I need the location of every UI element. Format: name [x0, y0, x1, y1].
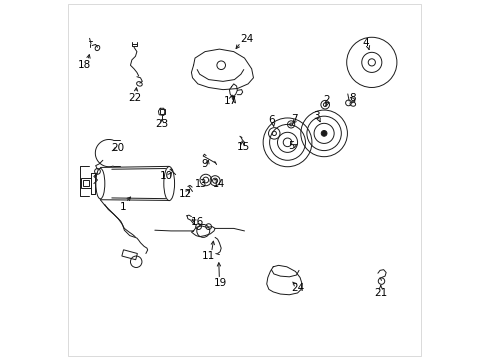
Text: 11: 11 — [202, 251, 215, 261]
Text: 24: 24 — [290, 283, 304, 293]
Text: 2: 2 — [323, 95, 329, 105]
Bar — [159, 109, 164, 114]
Text: 20: 20 — [111, 143, 124, 153]
Text: 15: 15 — [237, 142, 250, 152]
Bar — [83, 180, 89, 186]
Text: 21: 21 — [373, 288, 386, 298]
Text: 22: 22 — [128, 93, 142, 103]
Text: 10: 10 — [160, 171, 173, 181]
Text: 3: 3 — [312, 111, 319, 121]
Text: 1: 1 — [120, 202, 126, 212]
Text: 19: 19 — [213, 278, 226, 288]
Text: 6: 6 — [267, 115, 274, 125]
Text: 14: 14 — [213, 179, 225, 189]
Text: 24: 24 — [240, 34, 253, 44]
Text: 7: 7 — [291, 114, 297, 124]
Text: 9: 9 — [202, 159, 208, 169]
Circle shape — [321, 131, 326, 136]
Text: 13: 13 — [195, 179, 207, 189]
Text: 18: 18 — [78, 60, 91, 70]
Bar — [81, 178, 91, 188]
Text: 23: 23 — [155, 120, 168, 129]
Text: 12: 12 — [179, 189, 192, 199]
Bar — [122, 250, 137, 260]
Text: 17: 17 — [224, 96, 237, 106]
Text: 5: 5 — [287, 141, 294, 151]
Text: 8: 8 — [348, 93, 355, 103]
Text: 4: 4 — [361, 38, 368, 48]
Text: 16: 16 — [191, 217, 204, 227]
